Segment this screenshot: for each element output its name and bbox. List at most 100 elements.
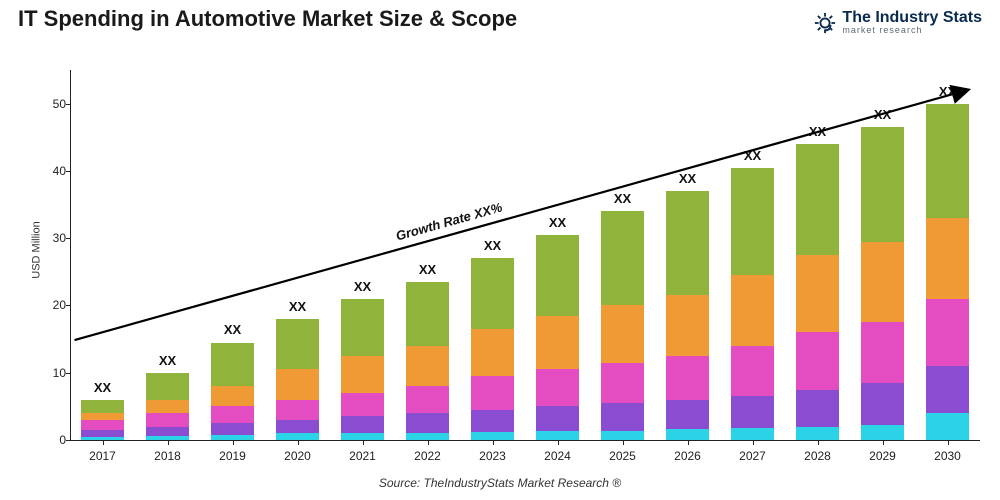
bar-segment bbox=[666, 429, 709, 440]
y-tick-label: 50 bbox=[40, 97, 66, 111]
brand-main: The Industry Stats bbox=[842, 10, 982, 26]
y-tick-label: 10 bbox=[40, 366, 66, 380]
bar-segment bbox=[861, 242, 904, 323]
bar-segment bbox=[276, 319, 319, 369]
y-axis-title: USD Million bbox=[31, 221, 43, 278]
bar-segment bbox=[926, 413, 969, 440]
x-category-label: 2029 bbox=[869, 449, 896, 463]
bar-column bbox=[861, 127, 904, 440]
x-category-label: 2030 bbox=[934, 449, 961, 463]
bar-top-label: XX bbox=[73, 380, 133, 395]
bar-segment bbox=[276, 433, 319, 440]
bar-segment bbox=[666, 356, 709, 400]
bar-column bbox=[926, 104, 969, 440]
bar-segment bbox=[666, 295, 709, 356]
bar-segment bbox=[731, 428, 774, 440]
bar-segment bbox=[666, 191, 709, 295]
x-category-label: 2019 bbox=[219, 449, 246, 463]
bar-column bbox=[601, 211, 644, 440]
x-axis-line bbox=[70, 440, 980, 441]
bar-segment bbox=[276, 420, 319, 433]
bar-top-label: XX bbox=[593, 191, 653, 206]
bar-segment bbox=[471, 410, 514, 432]
bar-segment bbox=[536, 369, 579, 406]
x-category-label: 2028 bbox=[804, 449, 831, 463]
bar-segment bbox=[406, 346, 449, 386]
source-footer: Source: TheIndustryStats Market Research… bbox=[0, 476, 1000, 490]
brand-text: The Industry Stats market research bbox=[842, 10, 982, 35]
bar-segment bbox=[731, 346, 774, 396]
bar-top-label: XX bbox=[918, 84, 978, 99]
x-category-label: 2024 bbox=[544, 449, 571, 463]
x-tick-mark bbox=[428, 440, 429, 445]
x-category-label: 2021 bbox=[349, 449, 376, 463]
bar-segment bbox=[211, 406, 254, 423]
bar-segment bbox=[81, 437, 124, 440]
bar-segment bbox=[81, 400, 124, 413]
bar-segment bbox=[211, 343, 254, 387]
bar-top-label: XX bbox=[138, 353, 198, 368]
y-tick-label: 30 bbox=[40, 231, 66, 245]
bar-segment bbox=[601, 403, 644, 431]
bar-segment bbox=[536, 316, 579, 370]
bar-segment bbox=[666, 400, 709, 430]
bar-segment bbox=[926, 218, 969, 299]
brand-sub: market research bbox=[842, 26, 982, 35]
bar-segment bbox=[796, 332, 839, 389]
x-tick-mark bbox=[103, 440, 104, 445]
bar-segment bbox=[731, 275, 774, 346]
bar-column bbox=[211, 342, 254, 440]
x-tick-mark bbox=[363, 440, 364, 445]
bar-segment bbox=[601, 431, 644, 440]
bar-segment bbox=[601, 305, 644, 362]
bar-segment bbox=[81, 420, 124, 430]
brand-logo: The Industry Stats market research bbox=[814, 10, 982, 35]
bar-segment bbox=[601, 363, 644, 403]
x-tick-mark bbox=[493, 440, 494, 445]
x-tick-mark bbox=[558, 440, 559, 445]
bar-segment bbox=[471, 258, 514, 329]
bar-segment bbox=[861, 383, 904, 425]
bar-segment bbox=[536, 235, 579, 316]
bar-segment bbox=[81, 413, 124, 420]
bar-top-label: XX bbox=[658, 171, 718, 186]
bar-segment bbox=[146, 400, 189, 413]
x-category-label: 2020 bbox=[284, 449, 311, 463]
bar-segment bbox=[536, 406, 579, 431]
x-tick-mark bbox=[168, 440, 169, 445]
bar-segment bbox=[276, 400, 319, 420]
bar-segment bbox=[211, 435, 254, 440]
bar-top-label: XX bbox=[398, 262, 458, 277]
bar-segment bbox=[926, 104, 969, 218]
bar-top-label: XX bbox=[723, 148, 783, 163]
bar-segment bbox=[406, 433, 449, 440]
bar-segment bbox=[406, 386, 449, 413]
bar-column bbox=[731, 168, 774, 440]
bar-column bbox=[146, 373, 189, 440]
bar-column bbox=[341, 299, 384, 440]
bar-segment bbox=[341, 299, 384, 356]
y-tick-label: 0 bbox=[40, 433, 66, 447]
bar-segment bbox=[146, 373, 189, 400]
bar-segment bbox=[471, 376, 514, 410]
x-tick-mark bbox=[753, 440, 754, 445]
x-tick-mark bbox=[883, 440, 884, 445]
x-tick-mark bbox=[233, 440, 234, 445]
x-category-label: 2027 bbox=[739, 449, 766, 463]
bar-segment bbox=[861, 127, 904, 241]
x-tick-mark bbox=[688, 440, 689, 445]
bar-segment bbox=[861, 322, 904, 383]
bar-top-label: XX bbox=[268, 299, 328, 314]
bar-column bbox=[666, 191, 709, 440]
bar-column bbox=[406, 282, 449, 440]
bar-column bbox=[276, 319, 319, 440]
bar-column bbox=[81, 400, 124, 440]
x-category-label: 2026 bbox=[674, 449, 701, 463]
y-tick-label: 40 bbox=[40, 164, 66, 178]
bar-column bbox=[796, 144, 839, 440]
bar-segment bbox=[406, 413, 449, 433]
bar-segment bbox=[211, 386, 254, 406]
bar-segment bbox=[341, 433, 384, 440]
bar-top-label: XX bbox=[788, 124, 848, 139]
page-title: IT Spending in Automotive Market Size & … bbox=[18, 6, 517, 32]
